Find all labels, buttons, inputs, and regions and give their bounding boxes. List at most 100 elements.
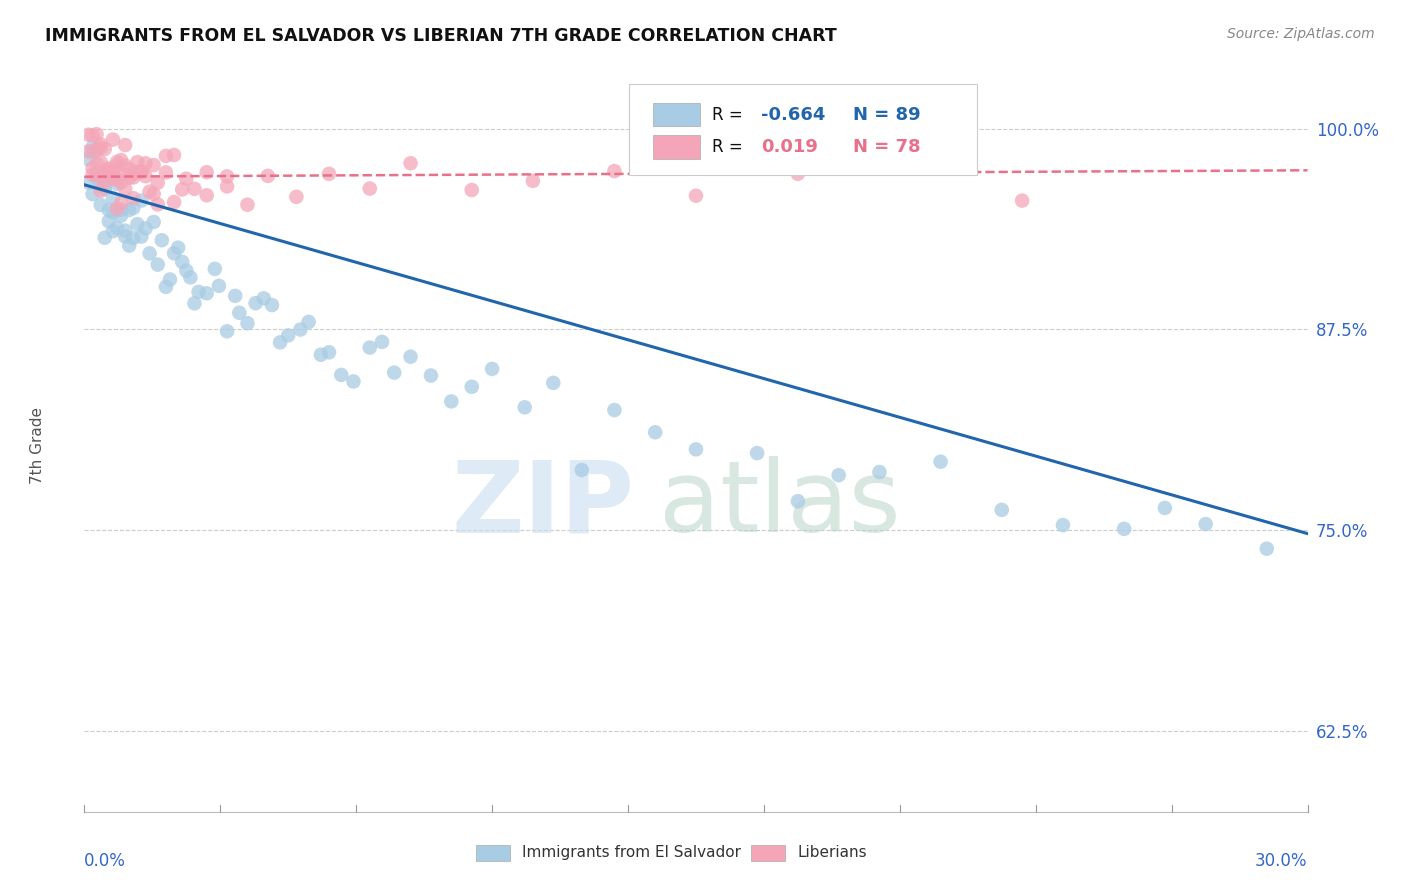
Point — [420, 368, 443, 383]
Text: Liberians: Liberians — [797, 846, 868, 860]
Point — [359, 341, 381, 355]
Point — [163, 195, 186, 210]
Point — [93, 142, 115, 156]
Point — [399, 350, 422, 364]
Point — [90, 137, 112, 152]
Point — [93, 167, 115, 181]
Point — [603, 403, 626, 417]
Point — [97, 169, 120, 183]
Point — [204, 261, 226, 276]
Point — [86, 171, 108, 186]
Point — [146, 258, 169, 272]
Point — [77, 176, 100, 190]
Point — [82, 168, 104, 182]
Point — [97, 165, 120, 179]
Point — [131, 229, 153, 244]
Point — [1256, 541, 1278, 556]
Point — [118, 170, 141, 185]
Point — [97, 162, 120, 177]
Point — [97, 203, 120, 218]
Point — [82, 161, 104, 175]
Point — [86, 166, 108, 180]
Point — [174, 171, 197, 186]
Point — [101, 191, 124, 205]
Point — [155, 149, 177, 163]
Point — [90, 141, 112, 155]
Point — [217, 169, 239, 184]
Point — [155, 165, 177, 179]
Point — [90, 184, 112, 198]
Point — [127, 155, 149, 169]
Point — [1154, 500, 1177, 515]
Text: ZIP: ZIP — [451, 456, 636, 553]
Point — [82, 140, 104, 154]
Point — [101, 172, 124, 186]
Point — [82, 187, 104, 202]
Point — [77, 128, 100, 142]
Point — [97, 168, 120, 182]
Point — [146, 176, 169, 190]
Point — [138, 185, 160, 199]
Point — [440, 394, 463, 409]
Point — [481, 362, 503, 376]
Point — [122, 201, 145, 215]
Point — [183, 182, 205, 196]
Text: 0.019: 0.019 — [761, 138, 818, 156]
Point — [187, 285, 209, 299]
Point — [787, 494, 810, 508]
Point — [269, 335, 291, 350]
Point — [110, 196, 132, 211]
Point — [183, 296, 205, 310]
Point — [828, 468, 851, 483]
Text: 0.0%: 0.0% — [84, 852, 127, 870]
Point — [110, 202, 132, 217]
Point — [77, 152, 100, 166]
Point — [114, 138, 136, 153]
Point — [179, 270, 201, 285]
Point — [172, 255, 194, 269]
Point — [82, 145, 104, 159]
Point — [174, 263, 197, 277]
Point — [90, 176, 112, 190]
Point — [1011, 194, 1033, 208]
Point — [114, 159, 136, 173]
Point — [131, 164, 153, 178]
Point — [90, 198, 112, 212]
Point — [105, 221, 128, 235]
Point — [318, 167, 340, 181]
Point — [1114, 522, 1136, 536]
FancyBboxPatch shape — [654, 135, 700, 159]
Point — [131, 194, 153, 208]
FancyBboxPatch shape — [654, 103, 700, 127]
Point — [167, 241, 190, 255]
Point — [543, 376, 565, 390]
Point — [359, 181, 381, 195]
Point — [114, 224, 136, 238]
Text: R =: R = — [711, 105, 748, 124]
Point — [318, 345, 340, 359]
Point — [86, 168, 108, 182]
Point — [97, 214, 120, 228]
Point — [122, 231, 145, 245]
Point — [787, 167, 810, 181]
Point — [127, 165, 149, 179]
Point — [110, 175, 132, 189]
Point — [298, 315, 321, 329]
Point — [217, 179, 239, 194]
Point — [105, 155, 128, 169]
Point — [260, 298, 283, 312]
Point — [118, 202, 141, 217]
Point — [461, 183, 484, 197]
Point — [991, 503, 1014, 517]
Point — [195, 286, 218, 301]
Point — [603, 164, 626, 178]
Point — [513, 401, 536, 415]
Text: N = 89: N = 89 — [852, 105, 920, 124]
Text: 7th Grade: 7th Grade — [31, 408, 45, 484]
Text: 30.0%: 30.0% — [1256, 852, 1308, 870]
Point — [685, 442, 707, 457]
Point — [461, 380, 484, 394]
Point — [342, 375, 364, 389]
Text: -0.664: -0.664 — [761, 105, 825, 124]
Point — [685, 188, 707, 202]
